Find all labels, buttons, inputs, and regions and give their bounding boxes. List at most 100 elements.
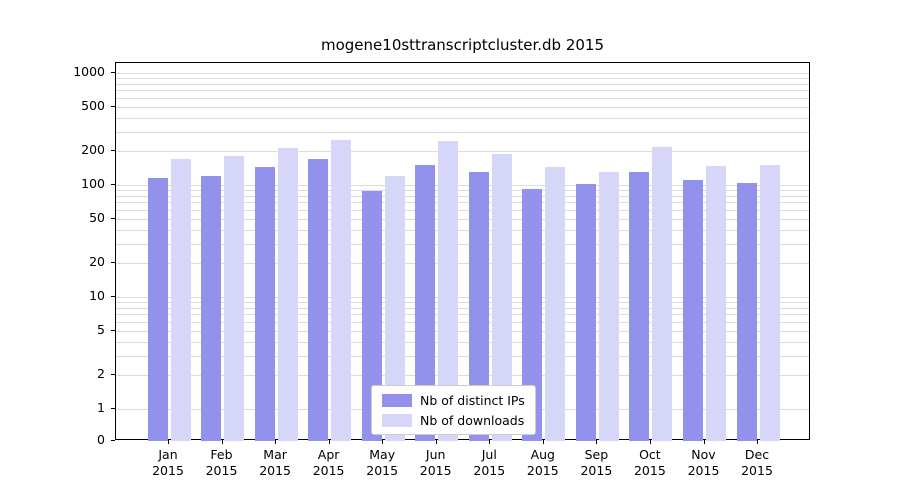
- gridline: [116, 190, 809, 192]
- bar-distinct-ips: [147, 178, 168, 441]
- x-tick-mark: [649, 440, 651, 444]
- legend-swatch-distinct-ips: [382, 393, 412, 407]
- bar-downloads: [598, 171, 619, 441]
- x-tick-label: Dec 2015: [741, 447, 773, 478]
- gridline: [116, 131, 809, 133]
- y-tick-mark: [111, 262, 115, 264]
- y-tick-mark: [111, 72, 115, 73]
- gridline: [116, 78, 809, 80]
- x-tick-label: Jun 2015: [419, 447, 452, 478]
- x-tick-label: Jan 2015: [152, 447, 184, 478]
- y-tick-label: 1000: [73, 64, 105, 79]
- legend-item-distinct-ips: Nb of distinct IPs: [382, 392, 525, 408]
- bar-downloads: [706, 165, 726, 441]
- gridline: [116, 314, 809, 316]
- gridline: [116, 321, 809, 323]
- gridline: [116, 73, 809, 74]
- y-tick-label: 0: [97, 432, 105, 447]
- y-tick-mark: [111, 408, 115, 409]
- bar-distinct-ips: [254, 166, 275, 441]
- bar-distinct-ips: [201, 176, 221, 441]
- bar-distinct-ips: [468, 172, 489, 441]
- y-tick-label: 5: [97, 321, 105, 337]
- gridline: [116, 263, 809, 265]
- bar-downloads: [331, 140, 352, 441]
- bar-distinct-ips: [415, 165, 436, 441]
- x-tick-label: Oct 2015: [633, 447, 666, 478]
- gridline: [116, 375, 809, 377]
- x-tick-label: Feb 2015: [205, 447, 238, 478]
- bar-distinct-ips: [629, 172, 650, 441]
- legend-swatch-downloads: [382, 413, 412, 427]
- y-tick-mark: [111, 296, 115, 297]
- bar-downloads: [491, 153, 512, 441]
- gridline: [116, 83, 809, 85]
- bar-downloads: [545, 166, 566, 441]
- gridline: [116, 243, 809, 245]
- bar-downloads: [438, 141, 459, 441]
- x-tick-mark: [435, 440, 437, 444]
- gridline: [116, 209, 809, 211]
- gridline: [116, 151, 809, 153]
- x-tick-label: May 2015: [366, 447, 399, 478]
- bar-distinct-ips: [575, 184, 596, 441]
- y-tick-label: 2: [97, 366, 105, 382]
- y-tick-mark: [111, 184, 115, 185]
- bar-distinct-ips: [361, 191, 382, 441]
- y-tick-mark: [111, 217, 115, 219]
- x-tick-mark: [542, 440, 544, 444]
- y-tick-label: 50: [89, 209, 105, 225]
- x-tick-label: Apr 2015: [312, 447, 345, 478]
- x-tick-label: Jul 2015: [473, 447, 506, 478]
- legend-label-distinct-ips: Nb of distinct IPs: [420, 392, 525, 408]
- x-tick-mark: [382, 440, 384, 444]
- legend-item-downloads: Nb of downloads: [382, 412, 525, 428]
- gridline: [116, 297, 809, 298]
- x-tick-mark: [489, 440, 491, 444]
- y-tick-label: 100: [81, 176, 105, 191]
- y-tick-mark: [111, 374, 115, 376]
- y-tick-mark: [111, 440, 115, 441]
- bar-distinct-ips: [308, 159, 329, 441]
- gridline: [116, 90, 809, 92]
- x-tick-mark: [703, 440, 705, 444]
- chart-title: mogene10sttranscriptcluster.db 2015: [321, 36, 604, 54]
- bar-downloads: [170, 159, 191, 441]
- y-tick-label: 10: [89, 288, 105, 303]
- y-tick-label: 20: [89, 254, 105, 270]
- legend: Nb of distinct IPs Nb of downloads: [371, 385, 536, 435]
- bar-distinct-ips: [522, 189, 543, 441]
- bar-distinct-ips: [736, 183, 757, 441]
- gridline: [116, 195, 809, 197]
- gridline: [116, 185, 809, 186]
- gridline: [116, 341, 809, 343]
- y-tick-mark: [111, 105, 115, 107]
- y-tick-mark: [111, 150, 115, 152]
- bar-downloads: [759, 165, 780, 441]
- gridline: [116, 302, 809, 304]
- gridline: [116, 355, 809, 357]
- plot-area: Nb of distinct IPs Nb of downloads: [115, 62, 810, 441]
- bar-downloads: [652, 146, 673, 441]
- legend-label-downloads: Nb of downloads: [420, 412, 525, 428]
- x-tick-mark: [221, 440, 223, 444]
- bar-downloads: [384, 176, 405, 441]
- gridline: [116, 106, 809, 108]
- y-tick-mark: [111, 329, 115, 331]
- gridline: [116, 202, 809, 204]
- gridline: [116, 117, 809, 119]
- y-tick-label: 1: [97, 400, 105, 415]
- x-tick-label: Sep 2015: [580, 447, 613, 478]
- bar-distinct-ips: [683, 180, 703, 441]
- x-tick-mark: [757, 440, 758, 444]
- gridline: [116, 307, 809, 309]
- bar-downloads: [277, 147, 298, 441]
- x-tick-mark: [168, 440, 169, 444]
- x-tick-label: Mar 2015: [259, 447, 291, 478]
- gridline: [116, 97, 809, 99]
- x-tick-mark: [275, 440, 277, 444]
- x-tick-label: Aug 2015: [526, 447, 559, 478]
- x-tick-mark: [328, 440, 330, 444]
- bar-downloads: [224, 156, 244, 441]
